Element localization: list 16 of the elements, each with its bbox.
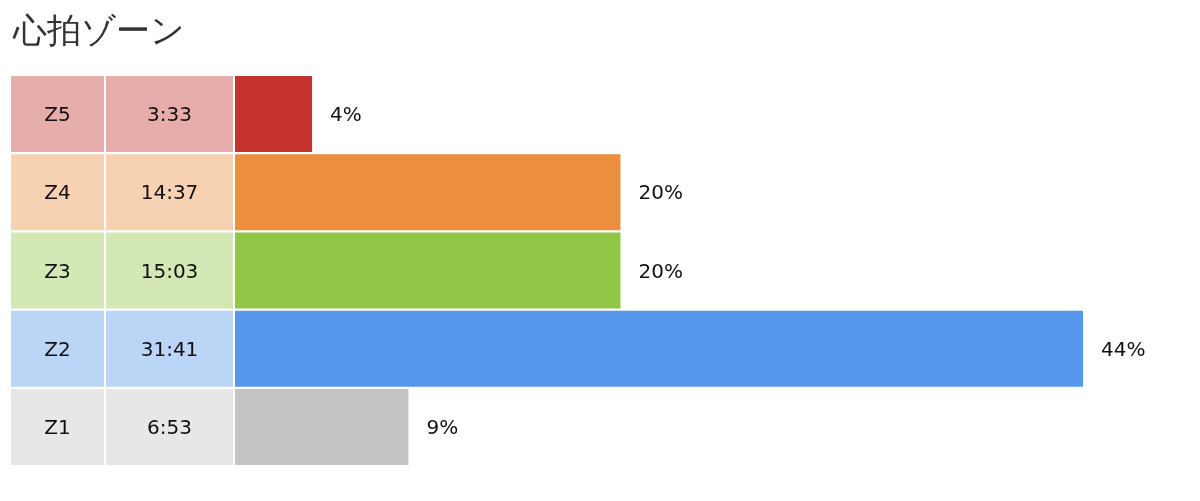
y-tick-label: Z1	[44, 414, 71, 439]
text: 31:41	[140, 336, 199, 361]
y-tick-label: Z4	[44, 180, 71, 205]
data-label: 20%	[638, 180, 683, 205]
y-tick-label: Z5	[44, 102, 71, 127]
data-label: 20%	[638, 258, 683, 283]
text: 14:37	[140, 180, 199, 205]
text: 3:33	[147, 102, 192, 127]
text: 15:03	[140, 258, 199, 283]
data-label: 4%	[330, 102, 362, 127]
data-label: 44%	[1101, 336, 1146, 361]
y-tick-label: Z2	[44, 336, 71, 361]
chart-title: 心拍ゾーン	[12, 10, 185, 50]
data-label: 9%	[426, 414, 459, 439]
y-tick-label: Z3	[44, 258, 71, 283]
text: 6:53	[147, 414, 192, 439]
